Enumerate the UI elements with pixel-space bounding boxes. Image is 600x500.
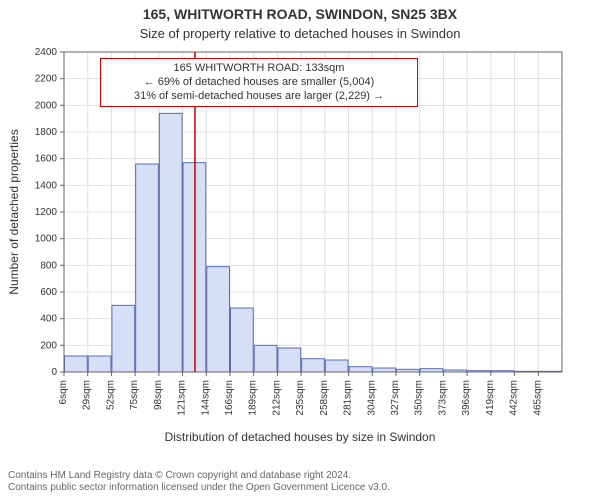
- svg-text:Number of detached properties: Number of detached properties: [7, 129, 21, 294]
- svg-text:1000: 1000: [35, 234, 58, 245]
- svg-text:0: 0: [51, 367, 57, 378]
- svg-text:200: 200: [40, 340, 57, 351]
- svg-text:6sqm: 6sqm: [58, 380, 69, 404]
- svg-text:350sqm: 350sqm: [414, 380, 425, 416]
- footer-line: Contains public sector information licen…: [8, 482, 592, 494]
- svg-text:1200: 1200: [35, 207, 58, 218]
- svg-text:800: 800: [40, 260, 57, 271]
- svg-text:2000: 2000: [35, 100, 58, 111]
- svg-text:2400: 2400: [35, 47, 58, 58]
- svg-text:75sqm: 75sqm: [129, 380, 140, 410]
- svg-text:1400: 1400: [35, 180, 58, 191]
- svg-text:29sqm: 29sqm: [82, 380, 93, 410]
- svg-text:400: 400: [40, 314, 57, 325]
- svg-text:304sqm: 304sqm: [366, 380, 377, 416]
- svg-text:121sqm: 121sqm: [177, 380, 188, 416]
- annotation-line: 31% of semi-detached houses are larger (…: [109, 90, 409, 104]
- svg-text:1600: 1600: [35, 154, 58, 165]
- svg-text:281sqm: 281sqm: [343, 380, 354, 416]
- svg-text:442sqm: 442sqm: [509, 380, 520, 416]
- svg-text:327sqm: 327sqm: [390, 380, 401, 416]
- svg-text:1800: 1800: [35, 127, 58, 138]
- marker-annotation: 165 WHITWORTH ROAD: 133sqm ← 69% of deta…: [100, 58, 418, 107]
- x-axis-caption: Distribution of detached houses by size …: [0, 430, 600, 444]
- svg-text:465sqm: 465sqm: [532, 380, 543, 416]
- svg-text:189sqm: 189sqm: [248, 380, 259, 416]
- footer-line: Contains HM Land Registry data © Crown c…: [8, 470, 592, 482]
- svg-text:2200: 2200: [35, 74, 58, 85]
- svg-text:373sqm: 373sqm: [437, 380, 448, 416]
- svg-text:52sqm: 52sqm: [105, 380, 116, 410]
- svg-text:144sqm: 144sqm: [200, 380, 211, 416]
- svg-text:419sqm: 419sqm: [485, 380, 496, 416]
- svg-text:235sqm: 235sqm: [295, 380, 306, 416]
- svg-text:600: 600: [40, 287, 57, 298]
- svg-text:98sqm: 98sqm: [153, 380, 164, 410]
- svg-text:212sqm: 212sqm: [271, 380, 282, 416]
- attribution-footer: Contains HM Land Registry data © Crown c…: [8, 470, 592, 494]
- annotation-line: 165 WHITWORTH ROAD: 133sqm: [109, 62, 409, 76]
- svg-text:258sqm: 258sqm: [319, 380, 330, 416]
- svg-text:396sqm: 396sqm: [461, 380, 472, 416]
- annotation-line: ← 69% of detached houses are smaller (5,…: [109, 76, 409, 90]
- svg-text:166sqm: 166sqm: [224, 380, 235, 416]
